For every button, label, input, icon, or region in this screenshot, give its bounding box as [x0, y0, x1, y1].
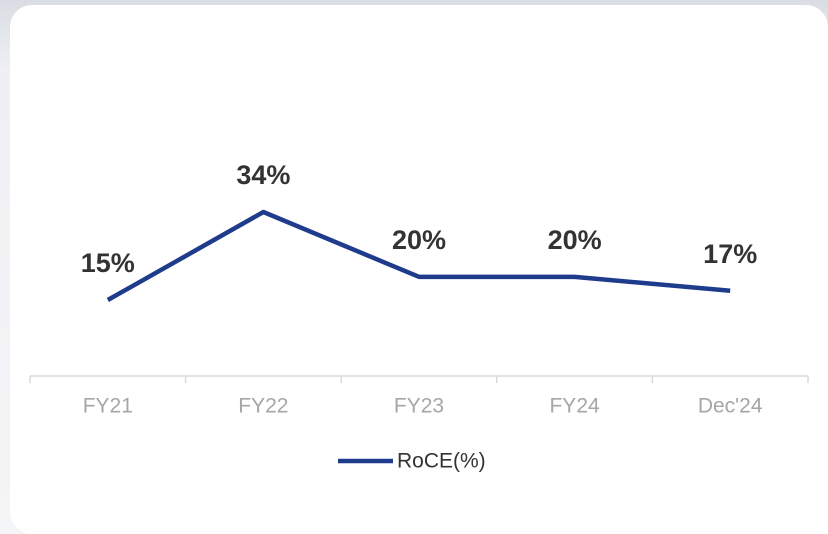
- x-tick-label: FY23: [394, 395, 444, 418]
- x-tick-label: FY24: [549, 395, 600, 418]
- data-label: 15%: [81, 248, 135, 278]
- x-tick-label: FY21: [83, 395, 133, 418]
- x-tick-label: Dec'24: [698, 395, 763, 418]
- data-label: 20%: [392, 225, 446, 255]
- data-label: 34%: [236, 160, 290, 190]
- data-label: 17%: [703, 239, 757, 269]
- x-tick-label: FY22: [238, 395, 288, 418]
- chart-card: [10, 5, 828, 534]
- line: [106, 209, 731, 302]
- legend-label: RoCE(%): [397, 450, 486, 473]
- data-label: 20%: [548, 225, 602, 255]
